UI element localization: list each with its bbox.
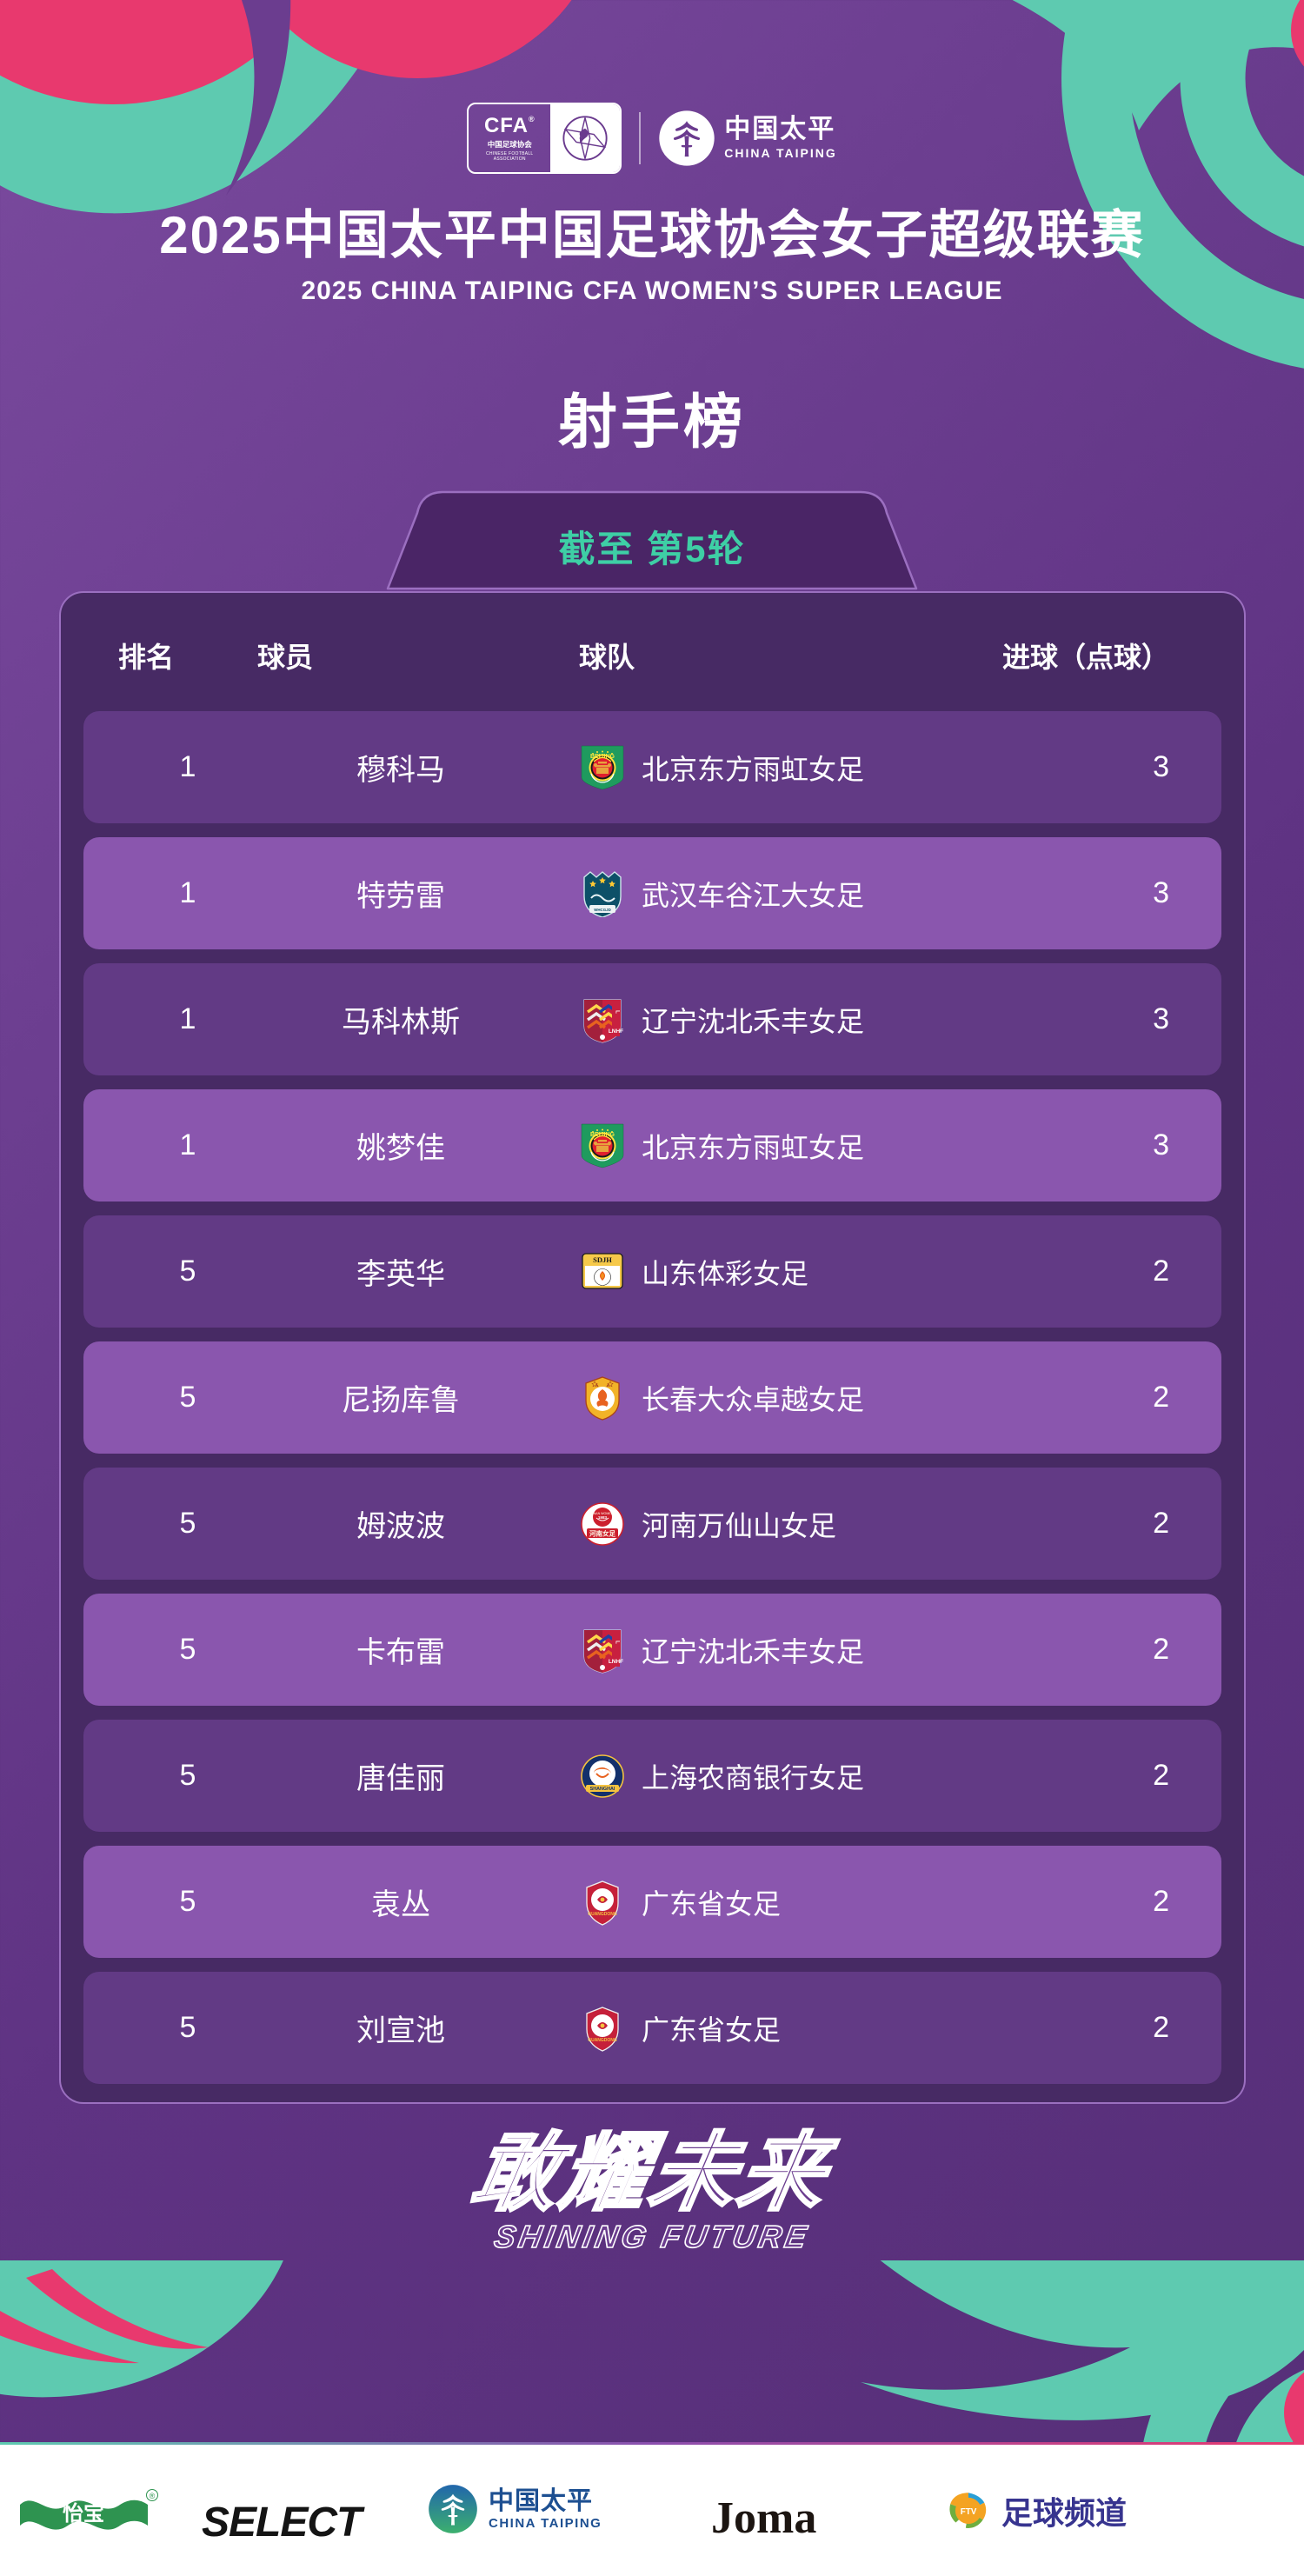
svg-text:FTV: FTV [961, 2507, 977, 2517]
svg-text:怡宝: 怡宝 [63, 2501, 104, 2526]
